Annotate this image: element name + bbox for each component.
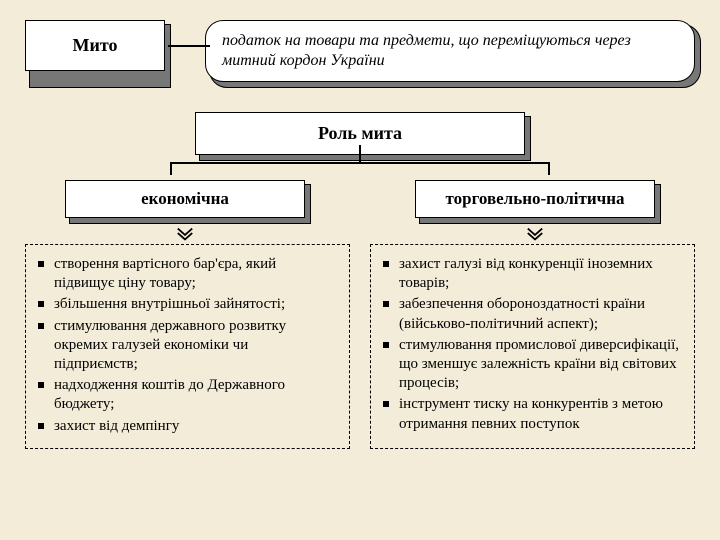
right-list-box: захист галузі від конкуренції іноземних … — [370, 244, 695, 449]
list-item: збільшення внутрішньої зайнятості; — [36, 295, 335, 314]
connector-branch-left — [170, 162, 172, 175]
term-box-wrap: Мито — [25, 20, 165, 82]
term-label: Мито — [25, 20, 165, 71]
category-right-wrap: торговельно-політична — [415, 180, 655, 218]
connector-branch-right — [548, 162, 550, 175]
list-item: стимулювання промислової диверсифікації,… — [381, 336, 680, 394]
connector-term-def — [168, 45, 210, 47]
category-row: економічна торговельно-політична — [25, 180, 695, 218]
chevron-down-icon — [526, 226, 544, 242]
list-item: захист від демпінгу — [36, 417, 335, 436]
connector-role-down — [359, 145, 361, 163]
category-right-title: торговельно-політична — [415, 180, 655, 218]
list-item: створення вартісного бар'єра, який підви… — [36, 255, 335, 293]
chevron-down-icon — [176, 226, 194, 242]
definition-box-wrap: податок на товари та предмети, що перемі… — [205, 20, 695, 82]
list-item: забезпечення обороноздатності країни (ві… — [381, 295, 680, 333]
definition-row: Мито податок на товари та предмети, що п… — [25, 20, 695, 82]
definition-text: податок на товари та предмети, що перемі… — [205, 20, 695, 82]
list-item: захист галузі від конкуренції іноземних … — [381, 255, 680, 293]
list-item: стимулювання державного розвитку окремих… — [36, 317, 335, 375]
arrow-left-cell — [65, 226, 305, 242]
left-list-box: створення вартісного бар'єра, який підви… — [25, 244, 350, 449]
list-item: надходження коштів до Державного бюджету… — [36, 376, 335, 414]
category-left-wrap: економічна — [65, 180, 305, 218]
arrow-right-cell — [415, 226, 655, 242]
left-list: створення вартісного бар'єра, який підви… — [36, 255, 335, 436]
category-left-title: економічна — [65, 180, 305, 218]
arrow-row — [25, 226, 695, 242]
columns: створення вартісного бар'єра, який підви… — [25, 244, 695, 449]
list-item: інструмент тиску на конкурентів з метою … — [381, 395, 680, 433]
right-list: захист галузі від конкуренції іноземних … — [381, 255, 680, 434]
connector-branch-h — [170, 162, 550, 164]
